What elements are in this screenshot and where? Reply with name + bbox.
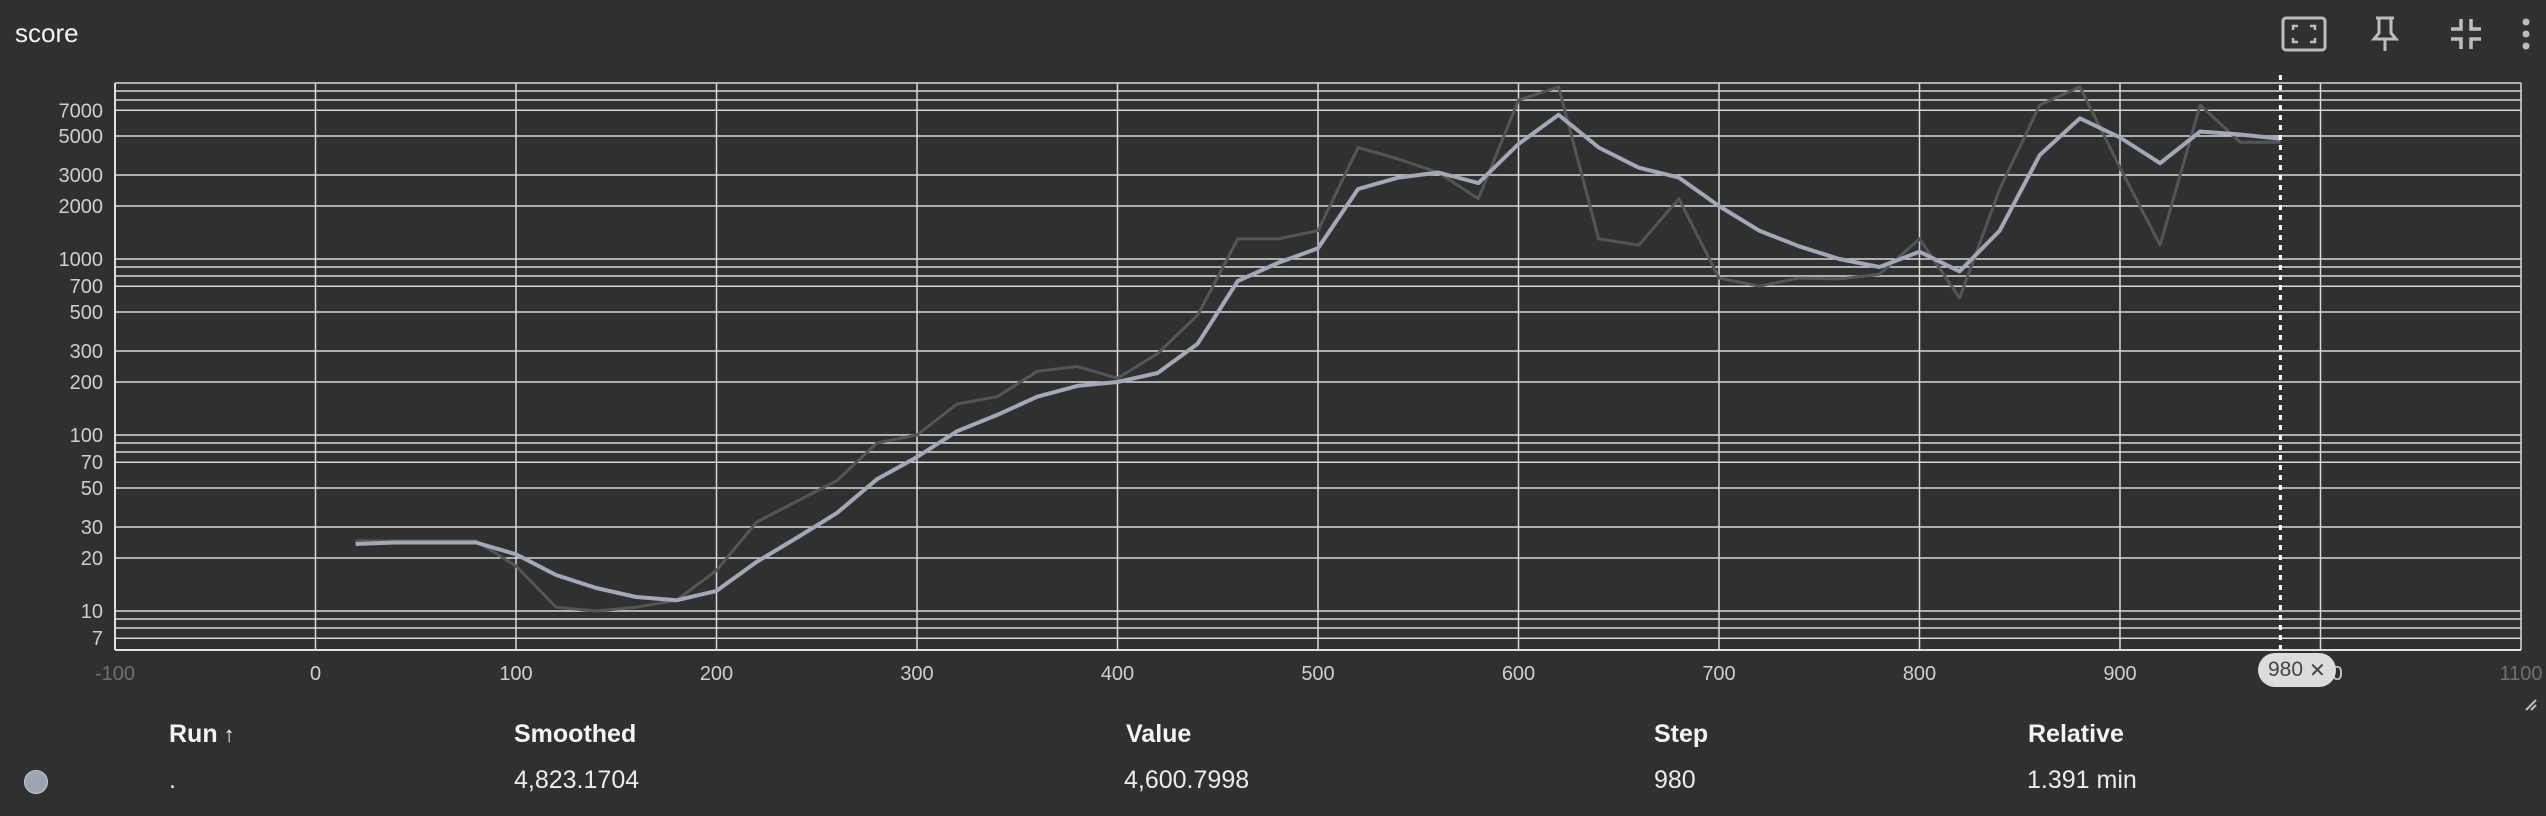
pin-icon <box>2370 16 2399 51</box>
axis-frame <box>114 83 2521 651</box>
y-axis-ticks: 7 10 20 30 50 70 100 200 300 500 700 1000 2000 3000 50… <box>59 100 104 650</box>
chart-toolbar <box>2263 12 2546 56</box>
grid <box>114 82 2522 650</box>
x-tick-label: -100 <box>95 663 135 685</box>
close-icon[interactable]: ✕ <box>2309 659 2326 682</box>
pin-button[interactable] <box>2344 12 2425 56</box>
y-tick-label: 30 <box>81 517 103 539</box>
header-step[interactable]: Step <box>1654 720 1709 748</box>
y-tick-label: 700 <box>70 276 103 298</box>
x-tick-label: 1100 <box>2499 663 2542 685</box>
y-tick-label: 7000 <box>59 100 104 122</box>
x-tick-label: 900 <box>2103 663 2136 685</box>
cell-run: . <box>169 766 176 794</box>
x-tick-label: 800 <box>1903 663 1936 685</box>
fit-domain-button[interactable] <box>2263 12 2344 56</box>
y-tick-label: 1000 <box>59 249 104 271</box>
resize-handle-icon[interactable] <box>2520 694 2538 712</box>
y-tick-label: 2000 <box>59 196 104 218</box>
y-tick-label: 10 <box>81 601 103 623</box>
y-tick-label: 20 <box>81 548 103 570</box>
y-tick-label: 3000 <box>59 165 104 187</box>
series-line-smoothed <box>355 112 2281 603</box>
y-tick-label: 70 <box>81 452 103 474</box>
sort-arrow-up-icon: ↑ <box>223 722 235 747</box>
hover-step-chip[interactable]: 980 ✕ <box>2258 653 2336 687</box>
fit-domain-icon <box>2281 16 2326 52</box>
x-tick-label: 600 <box>1502 663 1535 685</box>
collapse-button[interactable] <box>2425 12 2506 56</box>
header-relative[interactable]: Relative <box>2028 720 2124 748</box>
x-tick-label: 400 <box>1101 663 1134 685</box>
y-tick-label: 5000 <box>59 126 104 148</box>
cell-smoothed: 4,823.1704 <box>514 766 640 794</box>
cell-relative: 1.391 min <box>2027 766 2137 794</box>
y-tick-label: 100 <box>70 425 103 447</box>
y-tick-label: 50 <box>81 478 103 500</box>
x-tick-label: 100 <box>499 663 532 685</box>
more-options-button[interactable] <box>2506 12 2546 56</box>
line-chart[interactable]: 7102030507010020030050070010002000300050… <box>0 0 2546 700</box>
hover-step-label: 980 <box>2268 658 2304 681</box>
x-tick-label: 300 <box>900 663 933 685</box>
run-color-swatch <box>24 770 48 794</box>
y-tick-label: 500 <box>70 302 103 324</box>
y-tick-label: 300 <box>70 341 103 363</box>
x-tick-label: 0 <box>310 663 321 685</box>
x-tick-label: 200 <box>700 663 733 685</box>
data-table: Run ↑ Smoothed Value Step Relative . 4,82… <box>0 706 2546 816</box>
collapse-icon <box>2450 19 2481 49</box>
y-tick-label: 7 <box>92 628 103 650</box>
x-tick-label: 700 <box>1702 663 1735 685</box>
header-run[interactable]: Run ↑ <box>169 720 235 748</box>
series <box>355 85 2281 613</box>
cell-value: 4,600.7998 <box>1124 766 1250 794</box>
cell-step: 980 <box>1654 766 1696 794</box>
chart-title: score <box>15 18 79 48</box>
more-vert-icon <box>2522 18 2530 50</box>
x-tick-label: 500 <box>1301 663 1334 685</box>
header-value[interactable]: Value <box>1126 720 1192 748</box>
x-axis-ticks: -100010020030040050060070080090010001100 <box>95 663 2543 685</box>
y-tick-label: 200 <box>70 372 103 394</box>
header-smoothed[interactable]: Smoothed <box>514 720 637 748</box>
